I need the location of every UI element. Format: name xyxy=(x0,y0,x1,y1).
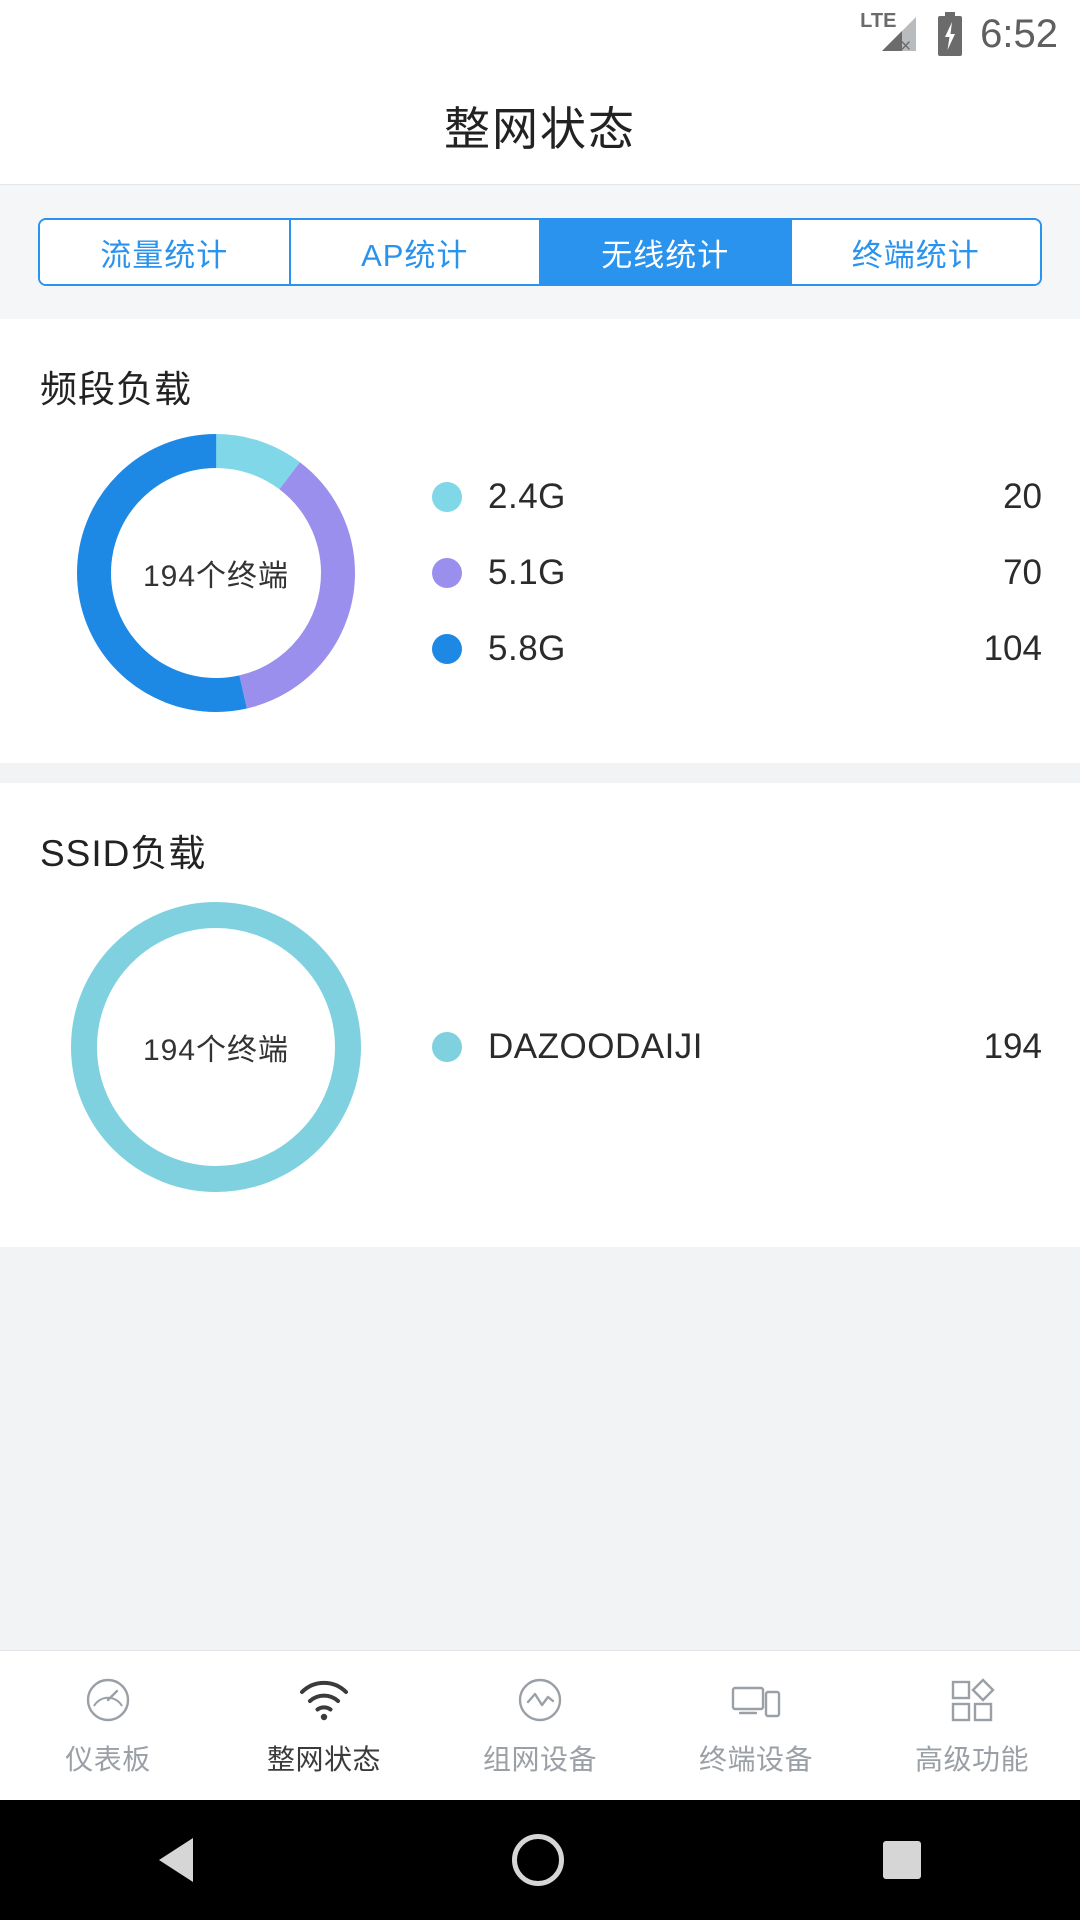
band-load-card: 频段负载 xyxy=(0,319,1080,763)
nav-label-network-devices: 组网设备 xyxy=(482,1743,597,1775)
legend-dot-24g xyxy=(432,482,462,512)
legend-dot-dazoodaiji xyxy=(432,1032,462,1062)
page-header: 整网状态 xyxy=(0,68,1080,185)
legend-dot-51g xyxy=(432,558,462,588)
signal-bars-icon xyxy=(882,17,917,51)
page-title: 整网状态 xyxy=(444,103,636,155)
ssid-load-donut-svg xyxy=(71,902,361,1192)
ssid-load-donut: 194个终端 xyxy=(56,887,376,1207)
status-bar: LTE × 6:52 xyxy=(0,0,1080,68)
content-scroll-area[interactable]: 频段负载 xyxy=(0,319,1080,1650)
legend-label-51g: 5.1G xyxy=(488,553,566,592)
home-button[interactable] xyxy=(511,1834,564,1886)
ssid-load-center-label: 194个终端 xyxy=(142,1034,290,1067)
band-load-donut: 194个终端 xyxy=(66,423,366,723)
status-bar-clock: 6:52 xyxy=(980,12,1058,56)
ssid-load-donut-container: 194个终端 xyxy=(0,887,432,1207)
legend-value-dazoodaiji: 194 xyxy=(983,1027,1042,1066)
legend-label-58g: 5.8G xyxy=(488,629,566,668)
nav-label-advanced: 高级功能 xyxy=(914,1743,1029,1775)
legend-label-24g: 2.4G xyxy=(488,477,566,516)
band-load-legend: 2.4G 20 5.1G 70 5.8G 104 xyxy=(432,459,1080,687)
tab-ap-stats[interactable]: AP统计 xyxy=(290,220,541,284)
bottom-navigation-bar: 仪表板 整网状态 组网设备 xyxy=(0,1650,1080,1800)
recents-button[interactable] xyxy=(882,1841,921,1879)
tab-wireless-stats[interactable]: 无线统计 xyxy=(541,220,792,284)
legend-item-dazoodaiji[interactable]: DAZOODAIJI 194 xyxy=(432,1009,1042,1085)
legend-label-dazoodaiji: DAZOODAIJI xyxy=(488,1027,704,1066)
band-load-donut-container: 194个终端 xyxy=(0,423,432,723)
nav-label-dashboard: 仪表板 xyxy=(65,1743,151,1775)
wifi-icon xyxy=(296,1674,352,1726)
activity-circle-icon xyxy=(514,1674,566,1726)
nav-label-client-devices: 终端设备 xyxy=(698,1743,813,1775)
legend-item-58g[interactable]: 5.8G 104 xyxy=(432,611,1042,687)
legend-value-24g: 20 xyxy=(1003,477,1042,516)
ssid-load-title: SSID负载 xyxy=(40,833,207,874)
nav-item-network-status[interactable]: 整网状态 xyxy=(216,1651,432,1800)
legend-item-24g[interactable]: 2.4G 20 xyxy=(432,459,1042,535)
nav-label-network-status: 整网状态 xyxy=(266,1743,381,1775)
legend-item-51g[interactable]: 5.1G 70 xyxy=(432,535,1042,611)
tab-strip: 流量统计 AP统计 无线统计 终端统计 xyxy=(38,218,1042,286)
legend-value-58g: 104 xyxy=(983,629,1042,668)
tab-strip-container: 流量统计 AP统计 无线统计 终端统计 xyxy=(0,185,1080,319)
tab-client-stats[interactable]: 终端统计 xyxy=(791,220,1040,284)
band-load-title: 频段负载 xyxy=(40,369,192,410)
nav-item-dashboard[interactable]: 仪表板 xyxy=(0,1651,216,1800)
signal-no-service-icon: LTE × xyxy=(860,9,920,59)
battery-charging-icon xyxy=(936,12,964,56)
back-button[interactable] xyxy=(159,1838,194,1882)
band-load-chart-row: 194个终端 2.4G 20 5.1G 70 xyxy=(0,413,1080,763)
nav-item-client-devices[interactable]: 终端设备 xyxy=(648,1651,864,1800)
ssid-load-card: SSID负载 194个终端 DAZOODAIJI 194 xyxy=(0,783,1080,1247)
legend-value-51g: 70 xyxy=(1003,553,1042,592)
nav-item-advanced[interactable]: 高级功能 xyxy=(864,1651,1080,1800)
ssid-load-chart-row: 194个终端 DAZOODAIJI 194 xyxy=(0,877,1080,1247)
donut-slice-51g xyxy=(77,434,355,712)
status-bar-icons: LTE × 6:52 xyxy=(860,9,1058,59)
no-service-x-icon: × xyxy=(900,36,912,57)
tab-traffic-stats[interactable]: 流量统计 xyxy=(40,220,291,284)
legend-dot-58g xyxy=(432,634,462,664)
shapes-icon xyxy=(946,1674,998,1726)
devices-icon xyxy=(728,1674,784,1726)
lte-label: LTE xyxy=(860,10,897,32)
band-load-center-label: 194个终端 xyxy=(142,560,290,593)
donut-slice-58g xyxy=(77,434,355,712)
android-system-nav xyxy=(0,1800,1080,1920)
nav-item-network-devices[interactable]: 组网设备 xyxy=(432,1651,648,1800)
ssid-load-legend: DAZOODAIJI 194 xyxy=(432,1009,1080,1085)
donut-slice-dazoodaiji xyxy=(71,902,361,1192)
gauge-icon xyxy=(82,1674,134,1726)
band-load-donut-svg xyxy=(77,434,355,712)
